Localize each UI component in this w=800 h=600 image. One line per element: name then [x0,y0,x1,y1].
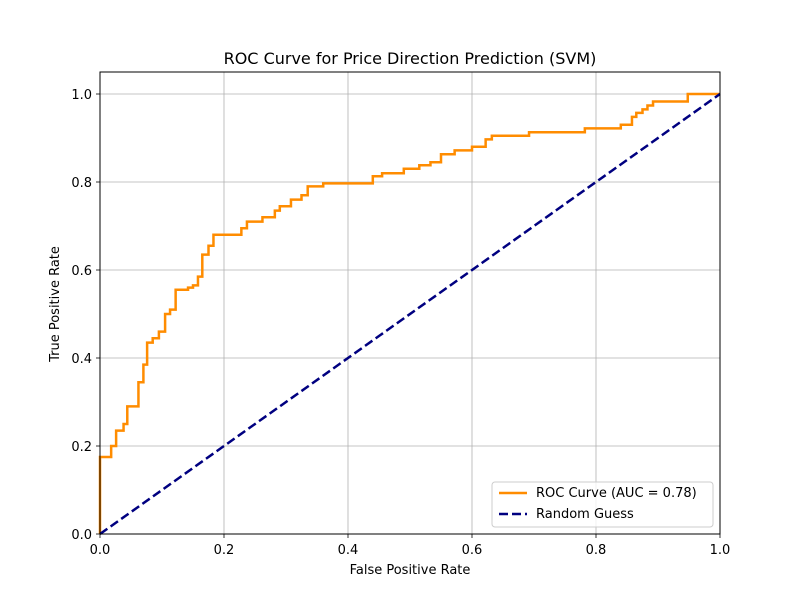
x-tick-label: 0.8 [586,543,607,558]
random-guess-line [99,92,721,536]
y-tick-label: 0.4 [71,352,92,367]
legend-box [491,481,714,528]
y-tick-label: 0.2 [71,440,92,455]
tick-layer: 0.0 0.2 0.4 0.6 0.8 1.0 0.0 0.2 0.4 0.6 0.8 1.0 [71,88,730,558]
x-tick-label: 0.4 [338,543,359,558]
chart-title: ROC Curve for Price Direction Prediction… [224,49,597,68]
grid-layer [99,72,721,535]
x-axis-label: False Positive Rate [350,563,471,578]
roc-curve-line [98,92,720,534]
legend-label-roc: ROC Curve (AUC = 0.78) [536,486,697,501]
plot-frame [99,71,721,535]
x-tick-label: 0.6 [462,543,483,558]
x-tick-label: 0.2 [214,543,235,558]
y-tick-label: 0.8 [71,176,92,191]
series-layer [98,92,721,536]
y-tick-label: 1.0 [71,88,92,103]
x-tick-label: 1.0 [710,543,731,558]
y-tick-label: 0.6 [71,264,92,279]
y-tick-label: 0.0 [71,528,92,543]
x-tick-label: 0.0 [90,543,111,558]
legend-label-random: Random Guess [536,507,634,522]
legend: ROC Curve (AUC = 0.78) Random Guess [491,481,714,528]
y-axis-label: True Positive Rate [48,246,63,363]
